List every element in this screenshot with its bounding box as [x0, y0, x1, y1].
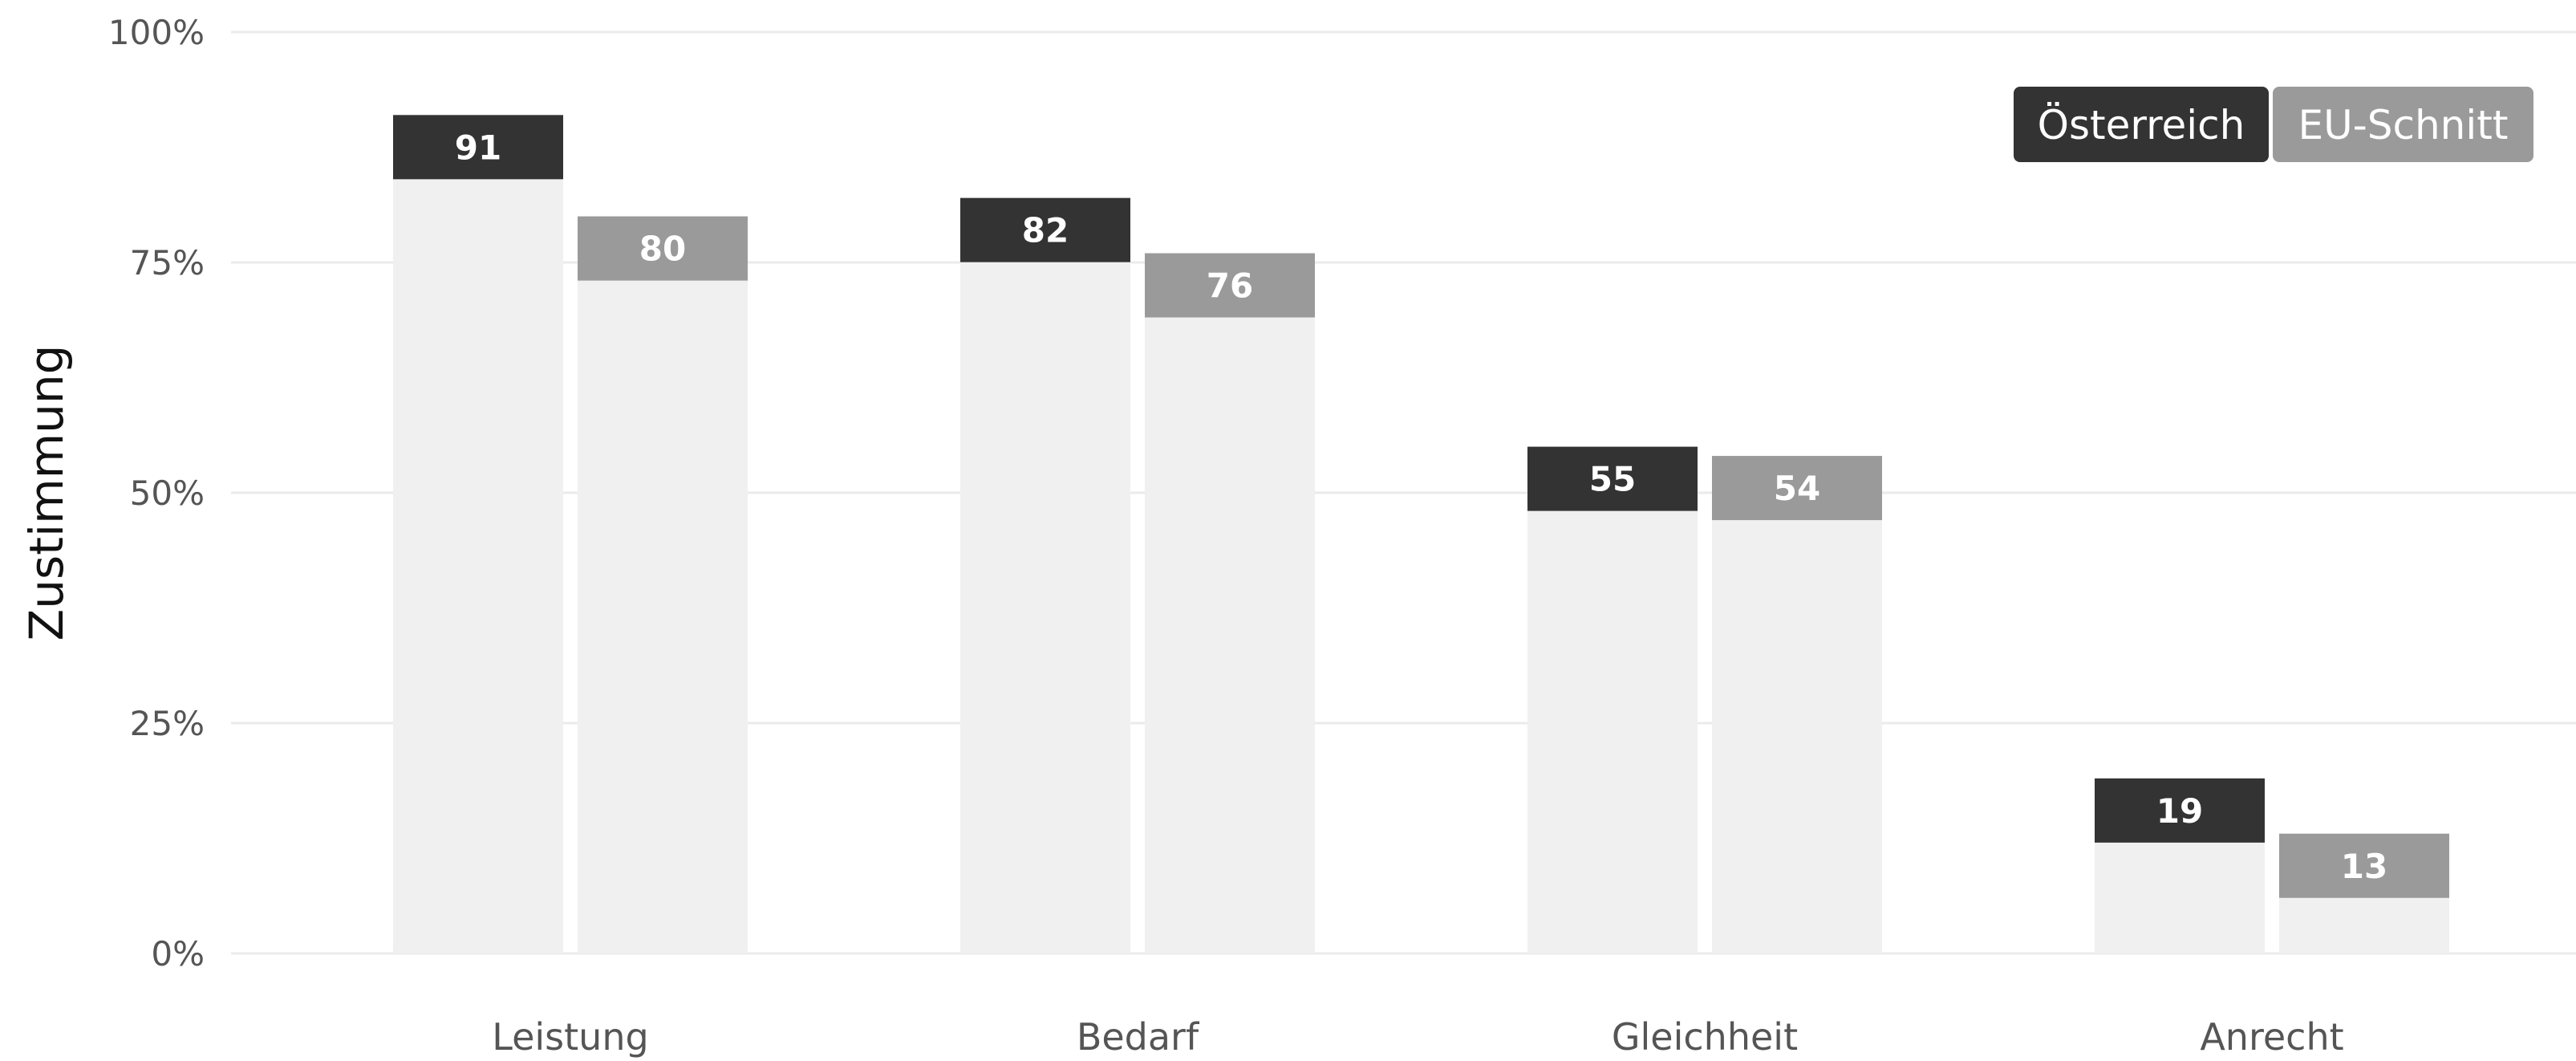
bar-value-label: 13 — [2341, 847, 2387, 886]
x-tick-label: Leistung — [492, 1015, 648, 1059]
bar-value-label: 76 — [1207, 266, 1253, 306]
y-tick-label: 100% — [108, 13, 205, 52]
bar-cap — [1527, 446, 1698, 511]
legend-item — [2273, 87, 2533, 162]
legend-item — [2014, 87, 2269, 162]
bar-value-label: 80 — [639, 230, 686, 269]
legend: Österreich EU-Schnitt — [2014, 87, 2533, 162]
bar-cap — [2095, 778, 2265, 843]
bar-body — [578, 216, 748, 954]
bar-cap — [393, 115, 563, 180]
bar-body — [393, 115, 563, 953]
legend-label: Österreich — [2038, 102, 2245, 148]
bar-body — [1145, 253, 1315, 953]
bar-body — [1527, 446, 1698, 953]
x-tick-label: Anrecht — [2200, 1015, 2343, 1059]
y-tick-label: 0% — [151, 934, 205, 974]
bar-value-label: 82 — [1022, 211, 1069, 250]
legend-label: EU-Schnitt — [2298, 102, 2509, 148]
bar-cap — [578, 216, 748, 281]
bar-body — [960, 197, 1130, 953]
y-axis-label: Zustimmung — [19, 345, 74, 641]
bar-body — [1712, 456, 1882, 953]
bars: 91 80 82 76 55 54 19 13 — [393, 115, 2449, 954]
bar-value-label: 91 — [455, 128, 501, 167]
y-tick-label: 75% — [130, 243, 205, 283]
y-axis-ticks: 0% 25% 50% 75% 100% — [108, 13, 205, 974]
x-tick-label: Bedarf — [1077, 1015, 1200, 1059]
bar-cap — [2279, 833, 2449, 898]
bar-value-label: 19 — [2156, 791, 2203, 831]
bar-cap — [1712, 456, 1882, 521]
bar-value-label: 54 — [1774, 469, 1820, 508]
y-tick-label: 25% — [130, 704, 205, 743]
x-tick-label: Gleichheit — [1612, 1015, 1798, 1059]
x-axis-ticks: Leistung Bedarf Gleichheit Anrecht — [492, 1015, 2343, 1059]
bar-cap — [960, 197, 1130, 262]
bar-value-label: 55 — [1589, 460, 1636, 499]
bar-cap — [1145, 253, 1315, 318]
y-tick-label: 50% — [130, 474, 205, 513]
